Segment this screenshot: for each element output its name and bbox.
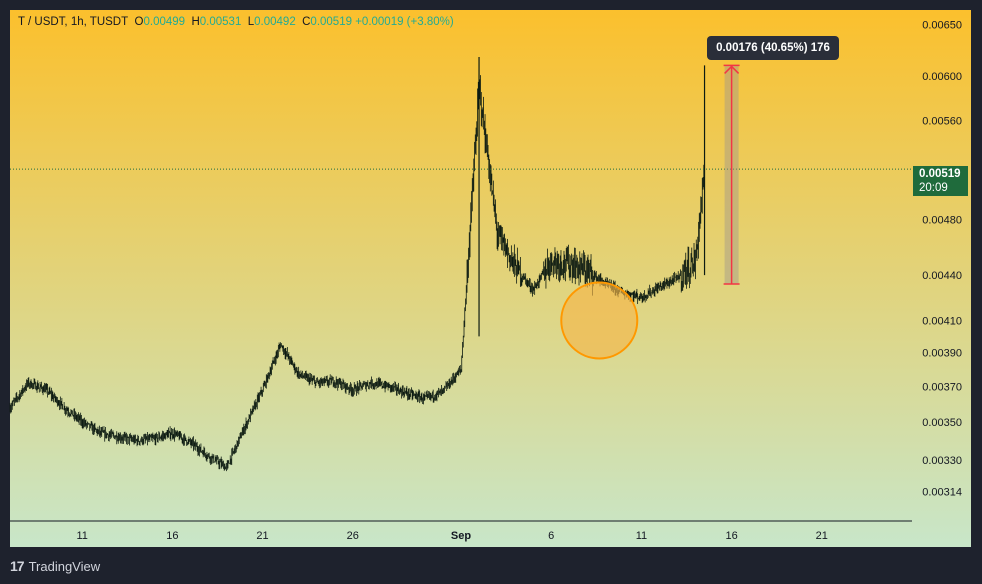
low-value: 0.00492	[254, 16, 296, 28]
x-tick-label: 11	[76, 530, 87, 542]
open-label: O	[134, 16, 144, 28]
high-value: 0.00531	[199, 16, 242, 28]
tradingview-logo-icon: 17	[10, 558, 25, 574]
y-tick-label: 0.00560	[922, 115, 962, 127]
y-tick-label: 0.00390	[922, 348, 962, 360]
x-tick-label: Sep	[451, 530, 471, 542]
tradingview-brand: TradingView	[28, 558, 101, 574]
y-tick-label: 0.00330	[922, 455, 962, 467]
y-tick-label: 0.00600	[922, 71, 962, 83]
last-price-tag: 0.00519 20:09	[913, 166, 968, 196]
low-label: L	[247, 16, 255, 28]
price-axis[interactable]: 0.00650 0.00600 0.00560 0.00480 0.00440 0.004…	[922, 20, 962, 499]
x-tick-label: 16	[166, 530, 178, 542]
chart-background	[10, 10, 971, 547]
measure-tooltip: 0.00176 (40.65%) 176	[707, 36, 839, 60]
y-tick-label: 0.00440	[922, 270, 962, 282]
y-tick-label: 0.00480	[922, 214, 962, 226]
y-tick-label: 0.00410	[922, 315, 962, 327]
symbol-label: T / USDT, 1h, TUSDT	[18, 16, 129, 28]
ohlc-legend: T / USDT, 1h, TUSDT O0.00499 H0.00531 L0…	[18, 16, 454, 28]
x-tick-label: 16	[725, 530, 737, 542]
circle-annotation[interactable]	[560, 281, 639, 360]
bar-countdown: 20:09	[919, 182, 948, 194]
x-tick-label: 11	[636, 530, 647, 542]
y-tick-label: 0.00314	[922, 487, 962, 499]
x-tick-label: 21	[256, 530, 268, 542]
candle-series	[9, 57, 706, 472]
measure-arrow-icon	[724, 65, 740, 74]
close-label: C	[302, 16, 311, 28]
time-axis[interactable]: 11 16 21 26 Sep 6 11 16 21	[76, 530, 827, 542]
x-tick-label: 26	[347, 530, 359, 542]
y-tick-label: 0.00370	[922, 381, 962, 393]
x-tick-label: 21	[816, 530, 828, 542]
last-price-value: 0.00519	[919, 168, 961, 180]
price-range-measure[interactable]	[723, 64, 740, 285]
y-tick-label: 0.00350	[922, 417, 962, 429]
x-tick-label: 6	[548, 530, 554, 542]
footer[interactable]: 17 TradingView	[10, 558, 100, 574]
change-value: +0.00019 (+3.80%)	[355, 16, 454, 28]
open-value: 0.00499	[143, 16, 186, 28]
y-tick-label: 0.00650	[922, 20, 962, 32]
high-label: H	[191, 16, 200, 28]
close-value: 0.00519	[310, 16, 352, 28]
